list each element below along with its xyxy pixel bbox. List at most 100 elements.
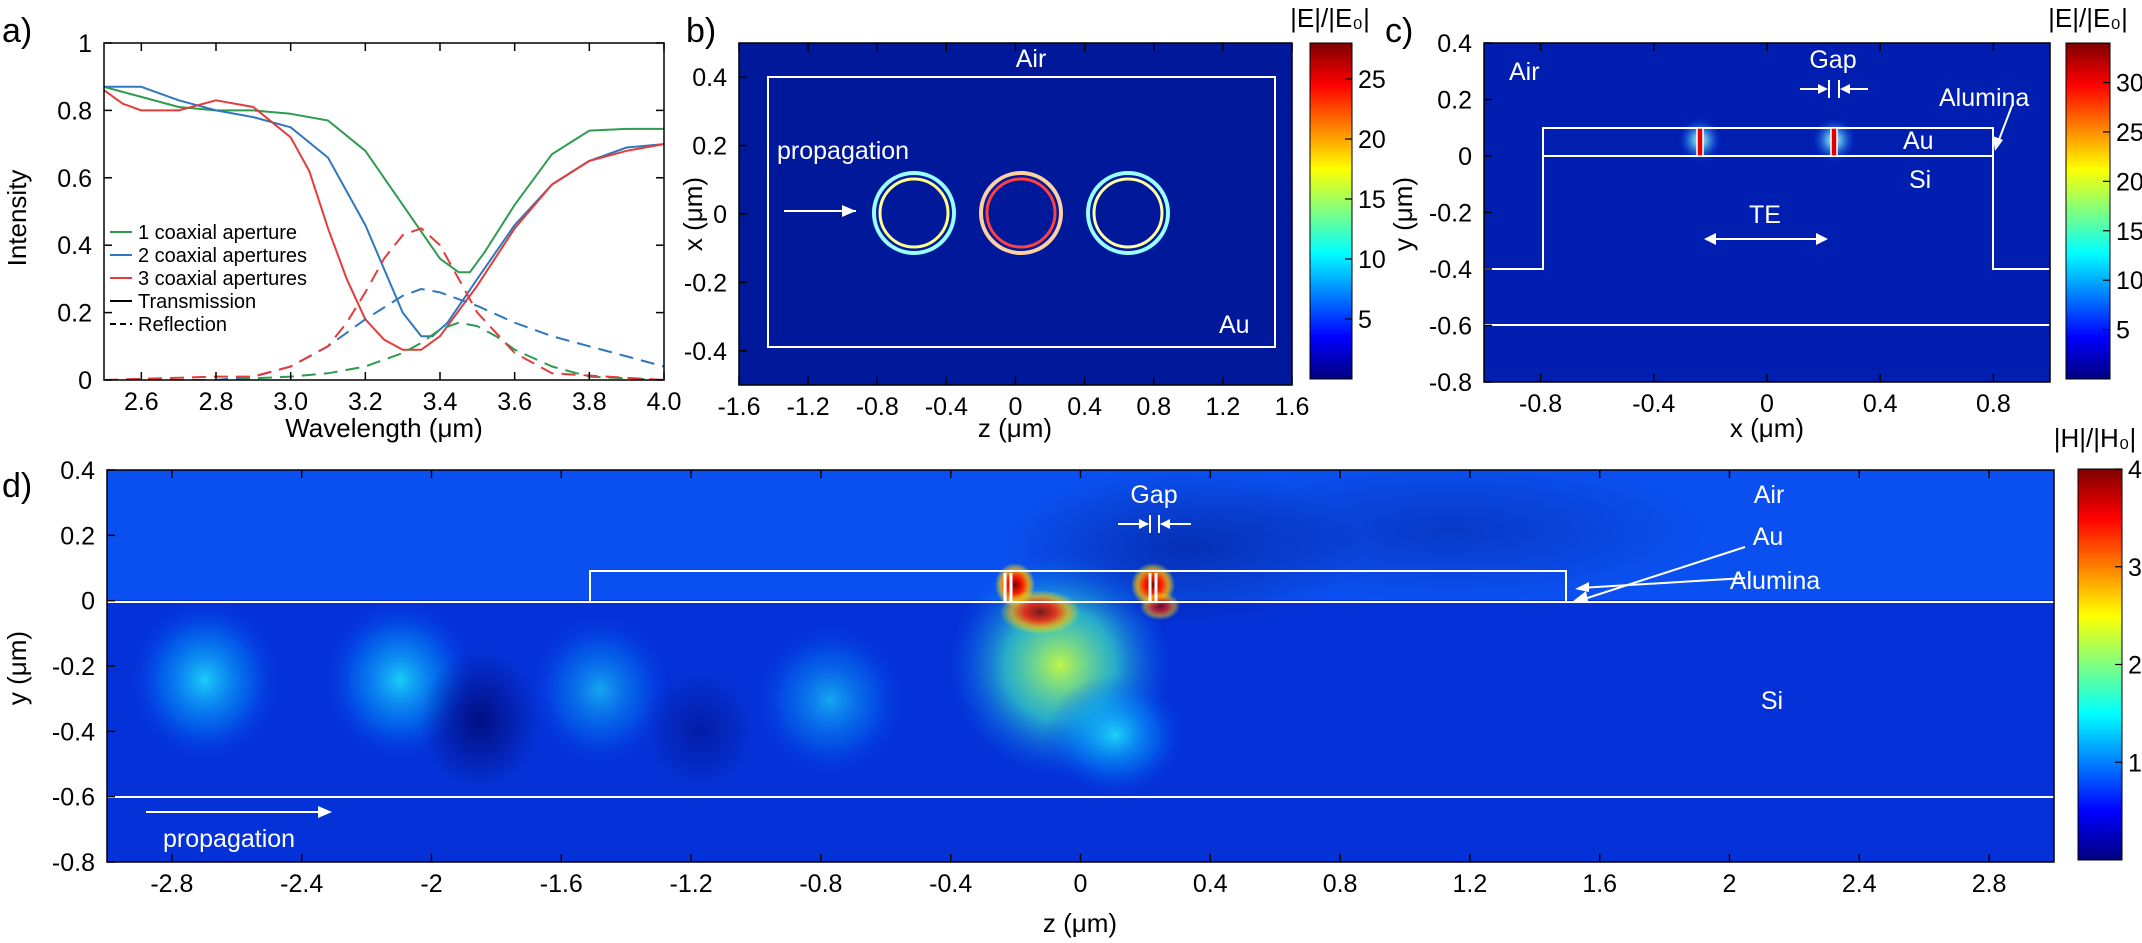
y-tick-label: -0.6 xyxy=(52,784,95,812)
x-tick-label: -2.8 xyxy=(150,870,193,898)
y-tick-label: -0.8 xyxy=(52,849,95,877)
x-tick-label: 4.0 xyxy=(647,388,682,416)
y-tick-label: -0.4 xyxy=(52,718,95,746)
coaxial-ring-inner xyxy=(985,177,1057,249)
field-map-d xyxy=(107,470,2054,862)
annotation-air-d: Air xyxy=(1754,481,1785,509)
annotation-au-c: Au xyxy=(1903,127,1934,155)
x-tick-label: 0 xyxy=(1760,390,1774,418)
y-tick-label: 0.2 xyxy=(692,133,727,161)
coaxial-ring xyxy=(872,171,956,255)
y-tick-label: 0.2 xyxy=(57,300,92,328)
y-tick-label: -0.6 xyxy=(1429,313,1472,341)
y-tick-label: 0.6 xyxy=(57,165,92,193)
x-tick-label: 2 xyxy=(1723,870,1737,898)
x-tick-label: -1.6 xyxy=(540,870,583,898)
panel-d: d) xyxy=(2,423,2142,938)
x-tick-label: -1.2 xyxy=(787,393,830,421)
x-tick-label: -1.6 xyxy=(717,393,760,421)
y-tick-label: 0.4 xyxy=(692,64,727,92)
colorbar-tick-label: 5 xyxy=(1358,306,1372,334)
y-tick-label: 0.8 xyxy=(57,97,92,125)
x-axis-label-c: x (μm) xyxy=(1730,413,1804,443)
x-tick-label: -0.4 xyxy=(929,870,972,898)
y-tick-label: -0.2 xyxy=(684,269,727,297)
x-tick-label: 2.4 xyxy=(1842,870,1877,898)
gap-arrow-right xyxy=(1840,84,1850,94)
panel-c-letter: c) xyxy=(1385,12,1413,50)
y-tick-label: -0.4 xyxy=(684,338,727,366)
y-tick-label: 0.4 xyxy=(1437,30,1472,58)
legend-label: Reflection xyxy=(138,314,227,336)
colorbar-tick-label: 15 xyxy=(2116,218,2142,246)
x-tick-label: 2.8 xyxy=(199,388,234,416)
gap-arrow-left-d xyxy=(1139,519,1149,529)
y-tick-label: 0.2 xyxy=(1437,87,1472,115)
y-tick-label: 0.4 xyxy=(57,232,92,260)
colorbar-title-d: |H|/|H₀| xyxy=(2054,423,2137,453)
au-pointer xyxy=(1577,546,1746,602)
panel-c: c) Air Gap Alumina Au Si TE -0.8 -0.4 0 0.4… xyxy=(1385,3,2142,443)
x-tick-label: 3.8 xyxy=(572,388,607,416)
colorbar-tick-label: 20 xyxy=(2116,168,2142,196)
colorbar-title-b: |E|/|E₀| xyxy=(1290,3,1370,33)
x-tick-label: 3.4 xyxy=(423,388,458,416)
au-strip-outline-d xyxy=(589,570,1567,603)
y-tick-label: -0.8 xyxy=(1429,369,1472,397)
annotation-gap-c: Gap xyxy=(1809,46,1856,74)
x-tick-label: 1.6 xyxy=(1582,870,1617,898)
coaxial-ring xyxy=(1086,171,1170,255)
y-axis-label-d: y (μm) xyxy=(2,631,32,705)
y-tick-label: -0.4 xyxy=(1429,256,1472,284)
annotation-air-c: Air xyxy=(1509,58,1540,86)
x-tick-label: 1.6 xyxy=(1275,393,1310,421)
y-tick-label: 0 xyxy=(713,201,727,229)
x-tick-label: 1.2 xyxy=(1453,870,1488,898)
annotation-alumina-d: Alumina xyxy=(1730,567,1820,595)
gap-right xyxy=(1830,127,1838,157)
annotation-air-b: Air xyxy=(1016,45,1047,73)
x-tick-label: 1.2 xyxy=(1205,393,1240,421)
colorbar-tick-label: 20 xyxy=(1358,126,1386,154)
annotation-si-c: Si xyxy=(1909,166,1931,194)
x-tick-label: 0.4 xyxy=(1067,393,1102,421)
colorbar-title-c: |E|/|E₀| xyxy=(2048,3,2128,33)
annotation-au-d: Au xyxy=(1753,523,1784,551)
gap-arrow-right-d xyxy=(1160,519,1170,529)
x-tick-label: 0.4 xyxy=(1193,870,1228,898)
x-tick-label: 2.6 xyxy=(124,388,159,416)
annotation-te-c: TE xyxy=(1749,201,1781,229)
colorbar-tick-label: 10 xyxy=(1358,246,1386,274)
alumina-pointer xyxy=(1996,102,2014,146)
arrow-head xyxy=(842,205,856,217)
y-axis-label-b: x (μm) xyxy=(678,177,708,251)
y-tick-label: 0 xyxy=(81,588,95,616)
x-tick-label: -2.4 xyxy=(280,870,323,898)
au-film-outline xyxy=(767,76,1276,348)
series-line xyxy=(104,321,664,380)
colorbar-tick-label: 1 xyxy=(2128,749,2142,777)
x-axis-label-a: Wavelength (μm) xyxy=(285,413,483,443)
x-tick-label: 3.2 xyxy=(348,388,383,416)
panel-a-letter: a) xyxy=(2,12,32,50)
annotation-si-d: Si xyxy=(1761,687,1783,715)
panel-b: b) Air Au propagation -1.6 -1.2 -0.8 -0.4 0 0… xyxy=(678,3,1386,443)
coaxial-ring-inner xyxy=(1092,177,1164,249)
field-map-b xyxy=(739,43,1292,385)
x-tick-label: -0.8 xyxy=(1519,390,1562,418)
legend-label: 2 coaxial apertures xyxy=(138,245,307,267)
plot-frame-a xyxy=(103,42,665,381)
y-tick-label: -0.2 xyxy=(52,653,95,681)
panel-d-letter: d) xyxy=(2,467,32,505)
annotation-au-b: Au xyxy=(1219,311,1250,339)
gap-arrow-left xyxy=(1818,84,1828,94)
x-tick-label: 0.8 xyxy=(1323,870,1358,898)
x-tick-label: -0.4 xyxy=(1632,390,1675,418)
x-axis-label-b: z (μm) xyxy=(978,413,1052,443)
x-tick-label: -2 xyxy=(420,870,442,898)
colorbar-b xyxy=(1309,42,1353,380)
x-tick-label: 0 xyxy=(1009,393,1023,421)
legend-label: 1 coaxial aperture xyxy=(138,222,297,244)
